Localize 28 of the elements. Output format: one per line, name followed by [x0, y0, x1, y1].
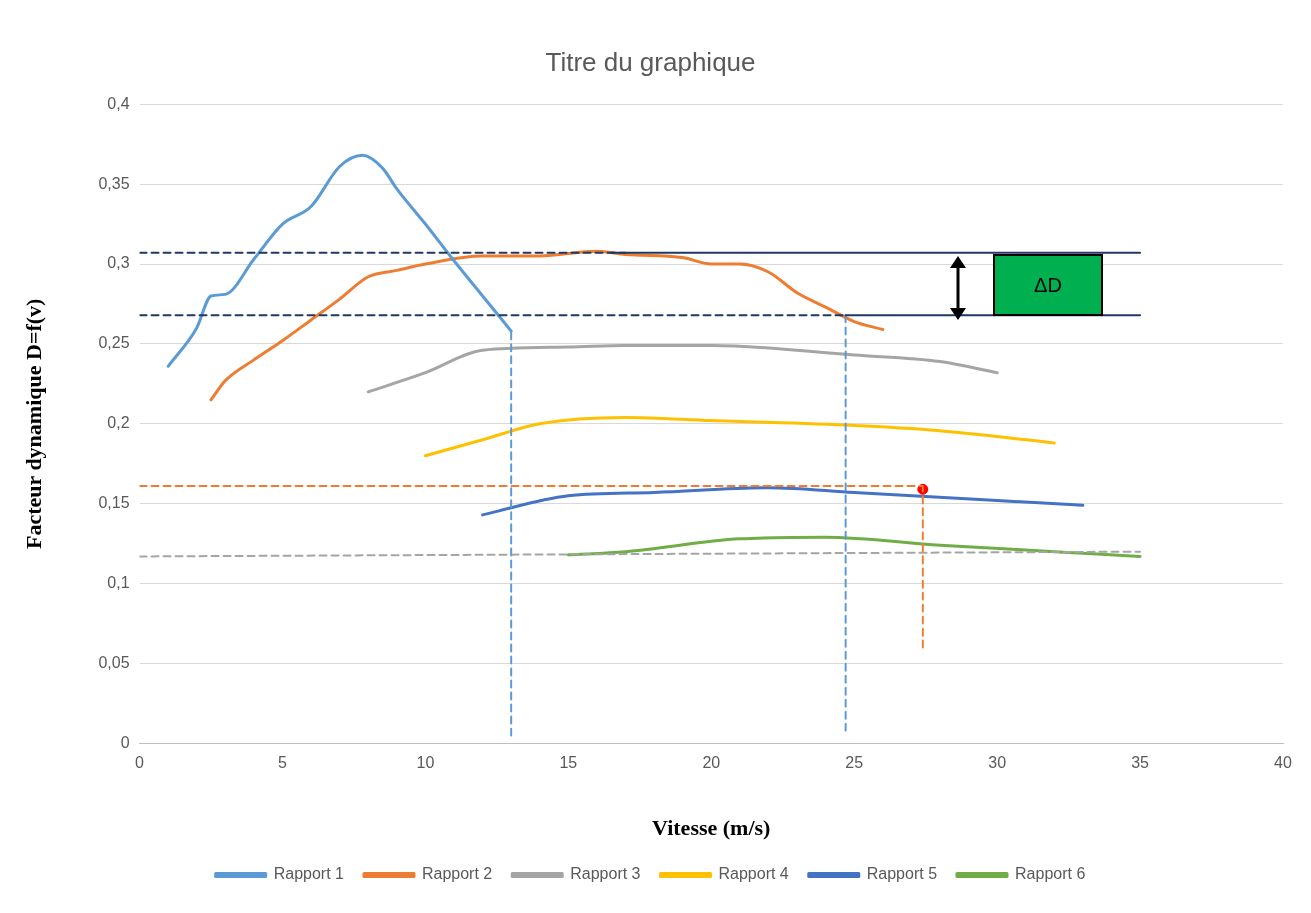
- x-tick-label: 30: [988, 754, 1007, 772]
- y-tick-label: 0: [120, 733, 130, 751]
- x-tick-label: 40: [1274, 754, 1292, 772]
- x-axis-title: Vitesse (m/s): [652, 815, 771, 841]
- legend-label: Rapport 1: [273, 865, 345, 883]
- x-tick-label: 10: [416, 754, 435, 772]
- y-tick-label: 0,15: [98, 494, 130, 512]
- y-tick-label: 0,4: [107, 94, 130, 112]
- legend-label: Rapport 5: [866, 865, 938, 883]
- legend-label: Rapport 6: [1015, 865, 1086, 883]
- y-tick-label: 0,1: [107, 574, 130, 592]
- y-tick-label: 0,3: [107, 254, 130, 272]
- x-tick-label: 25: [845, 754, 864, 772]
- y-axis-title: Facteur dynamique D=f(v): [20, 298, 46, 550]
- x-tick-label: 5: [278, 754, 288, 772]
- chart-title: Titre du graphique: [545, 46, 756, 77]
- x-tick-label: 35: [1131, 754, 1150, 772]
- legend-label: Rapport 4: [718, 865, 789, 883]
- label-box: ΔD: [993, 254, 1103, 316]
- x-tick-label: 15: [559, 754, 578, 772]
- y-tick-label: 0,35: [98, 174, 130, 192]
- x-tick-label: 0: [135, 754, 145, 772]
- x-tick-label: 20: [702, 754, 721, 772]
- legend-label: Rapport 3: [570, 865, 641, 883]
- legend-label: Rapport 2: [421, 865, 493, 883]
- y-tick-label: 0,05: [98, 653, 130, 671]
- y-tick-label: 0,25: [98, 334, 130, 352]
- y-tick-label: 0,2: [107, 414, 130, 432]
